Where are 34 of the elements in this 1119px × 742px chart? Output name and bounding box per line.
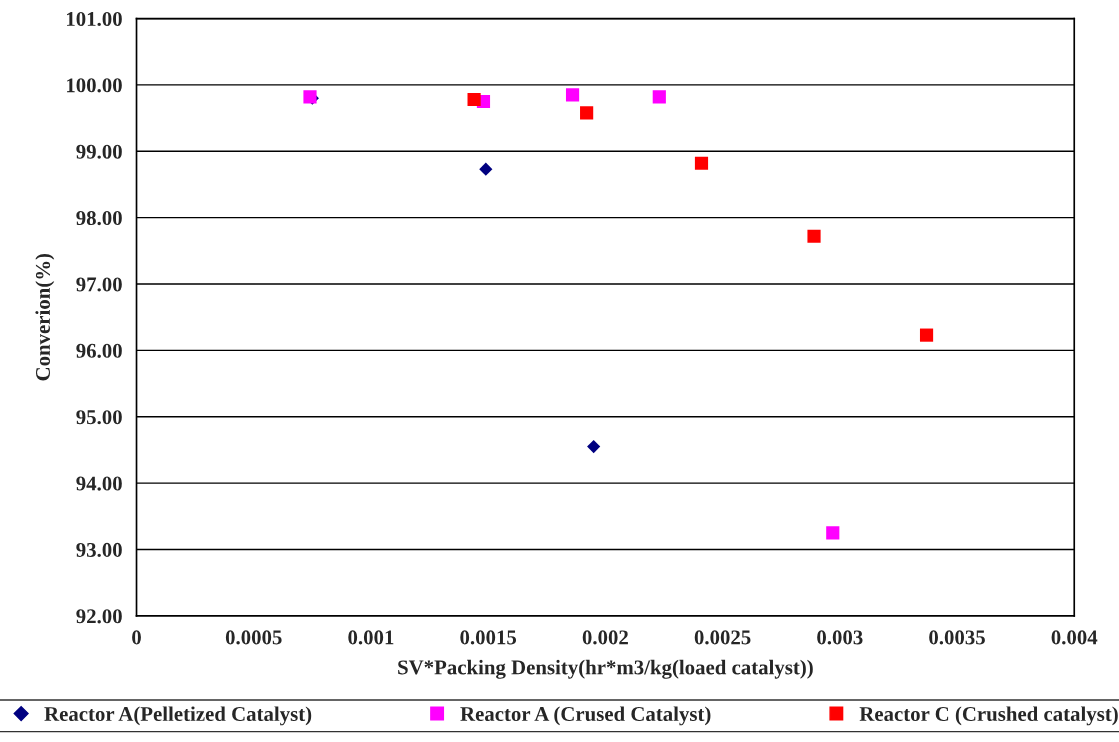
y-tick-label: 100.00 (67, 78, 122, 93)
point (652, 90, 666, 104)
x-axis-title: SV*Packing Density(hr*m3/kg(loaed catalyst)) (398, 659, 813, 679)
point (826, 526, 840, 540)
point (694, 156, 709, 170)
point (479, 162, 493, 176)
point (807, 229, 821, 243)
x-tick-label: 0.0015 (460, 630, 517, 645)
x-tick-label: 0.0025 (694, 630, 751, 645)
y-tick-label: 97.00 (76, 277, 122, 292)
y-axis-title: Converion(%) (35, 253, 55, 381)
y-tick-label: 98.00 (76, 211, 122, 226)
y-tick-label: 92.00 (76, 609, 122, 624)
y-tick-label: 95.00 (76, 410, 122, 425)
legend-label: Reactor C (Crushed catalyst) (859, 706, 1118, 726)
point (467, 92, 481, 107)
x-tick-label: 0 (132, 630, 141, 645)
x-tick-label: 0.0005 (225, 630, 282, 645)
point (587, 440, 601, 454)
y-tick-label: 94.00 (76, 476, 122, 491)
y-tick-label: 99.00 (76, 144, 122, 159)
x-tick-label: 0.0035 (929, 630, 985, 645)
legend-label: Reactor A(Pelletized Catalyst) (44, 706, 312, 726)
legend-label: Reactor A (Crused Catalyst) (460, 706, 711, 726)
x-tick-label: 0.003 (817, 630, 863, 645)
y-tick-label: 93.00 (76, 542, 122, 558)
x-tick-label: 0.004 (1051, 630, 1098, 645)
y-tick-label: 96.00 (76, 343, 122, 358)
x-tick-label: 0.001 (348, 630, 394, 645)
y-tick-label: 101.00 (67, 11, 122, 27)
point (565, 88, 580, 102)
x-tick-label: 0.002 (582, 630, 628, 645)
point (919, 328, 934, 342)
point (580, 106, 594, 120)
